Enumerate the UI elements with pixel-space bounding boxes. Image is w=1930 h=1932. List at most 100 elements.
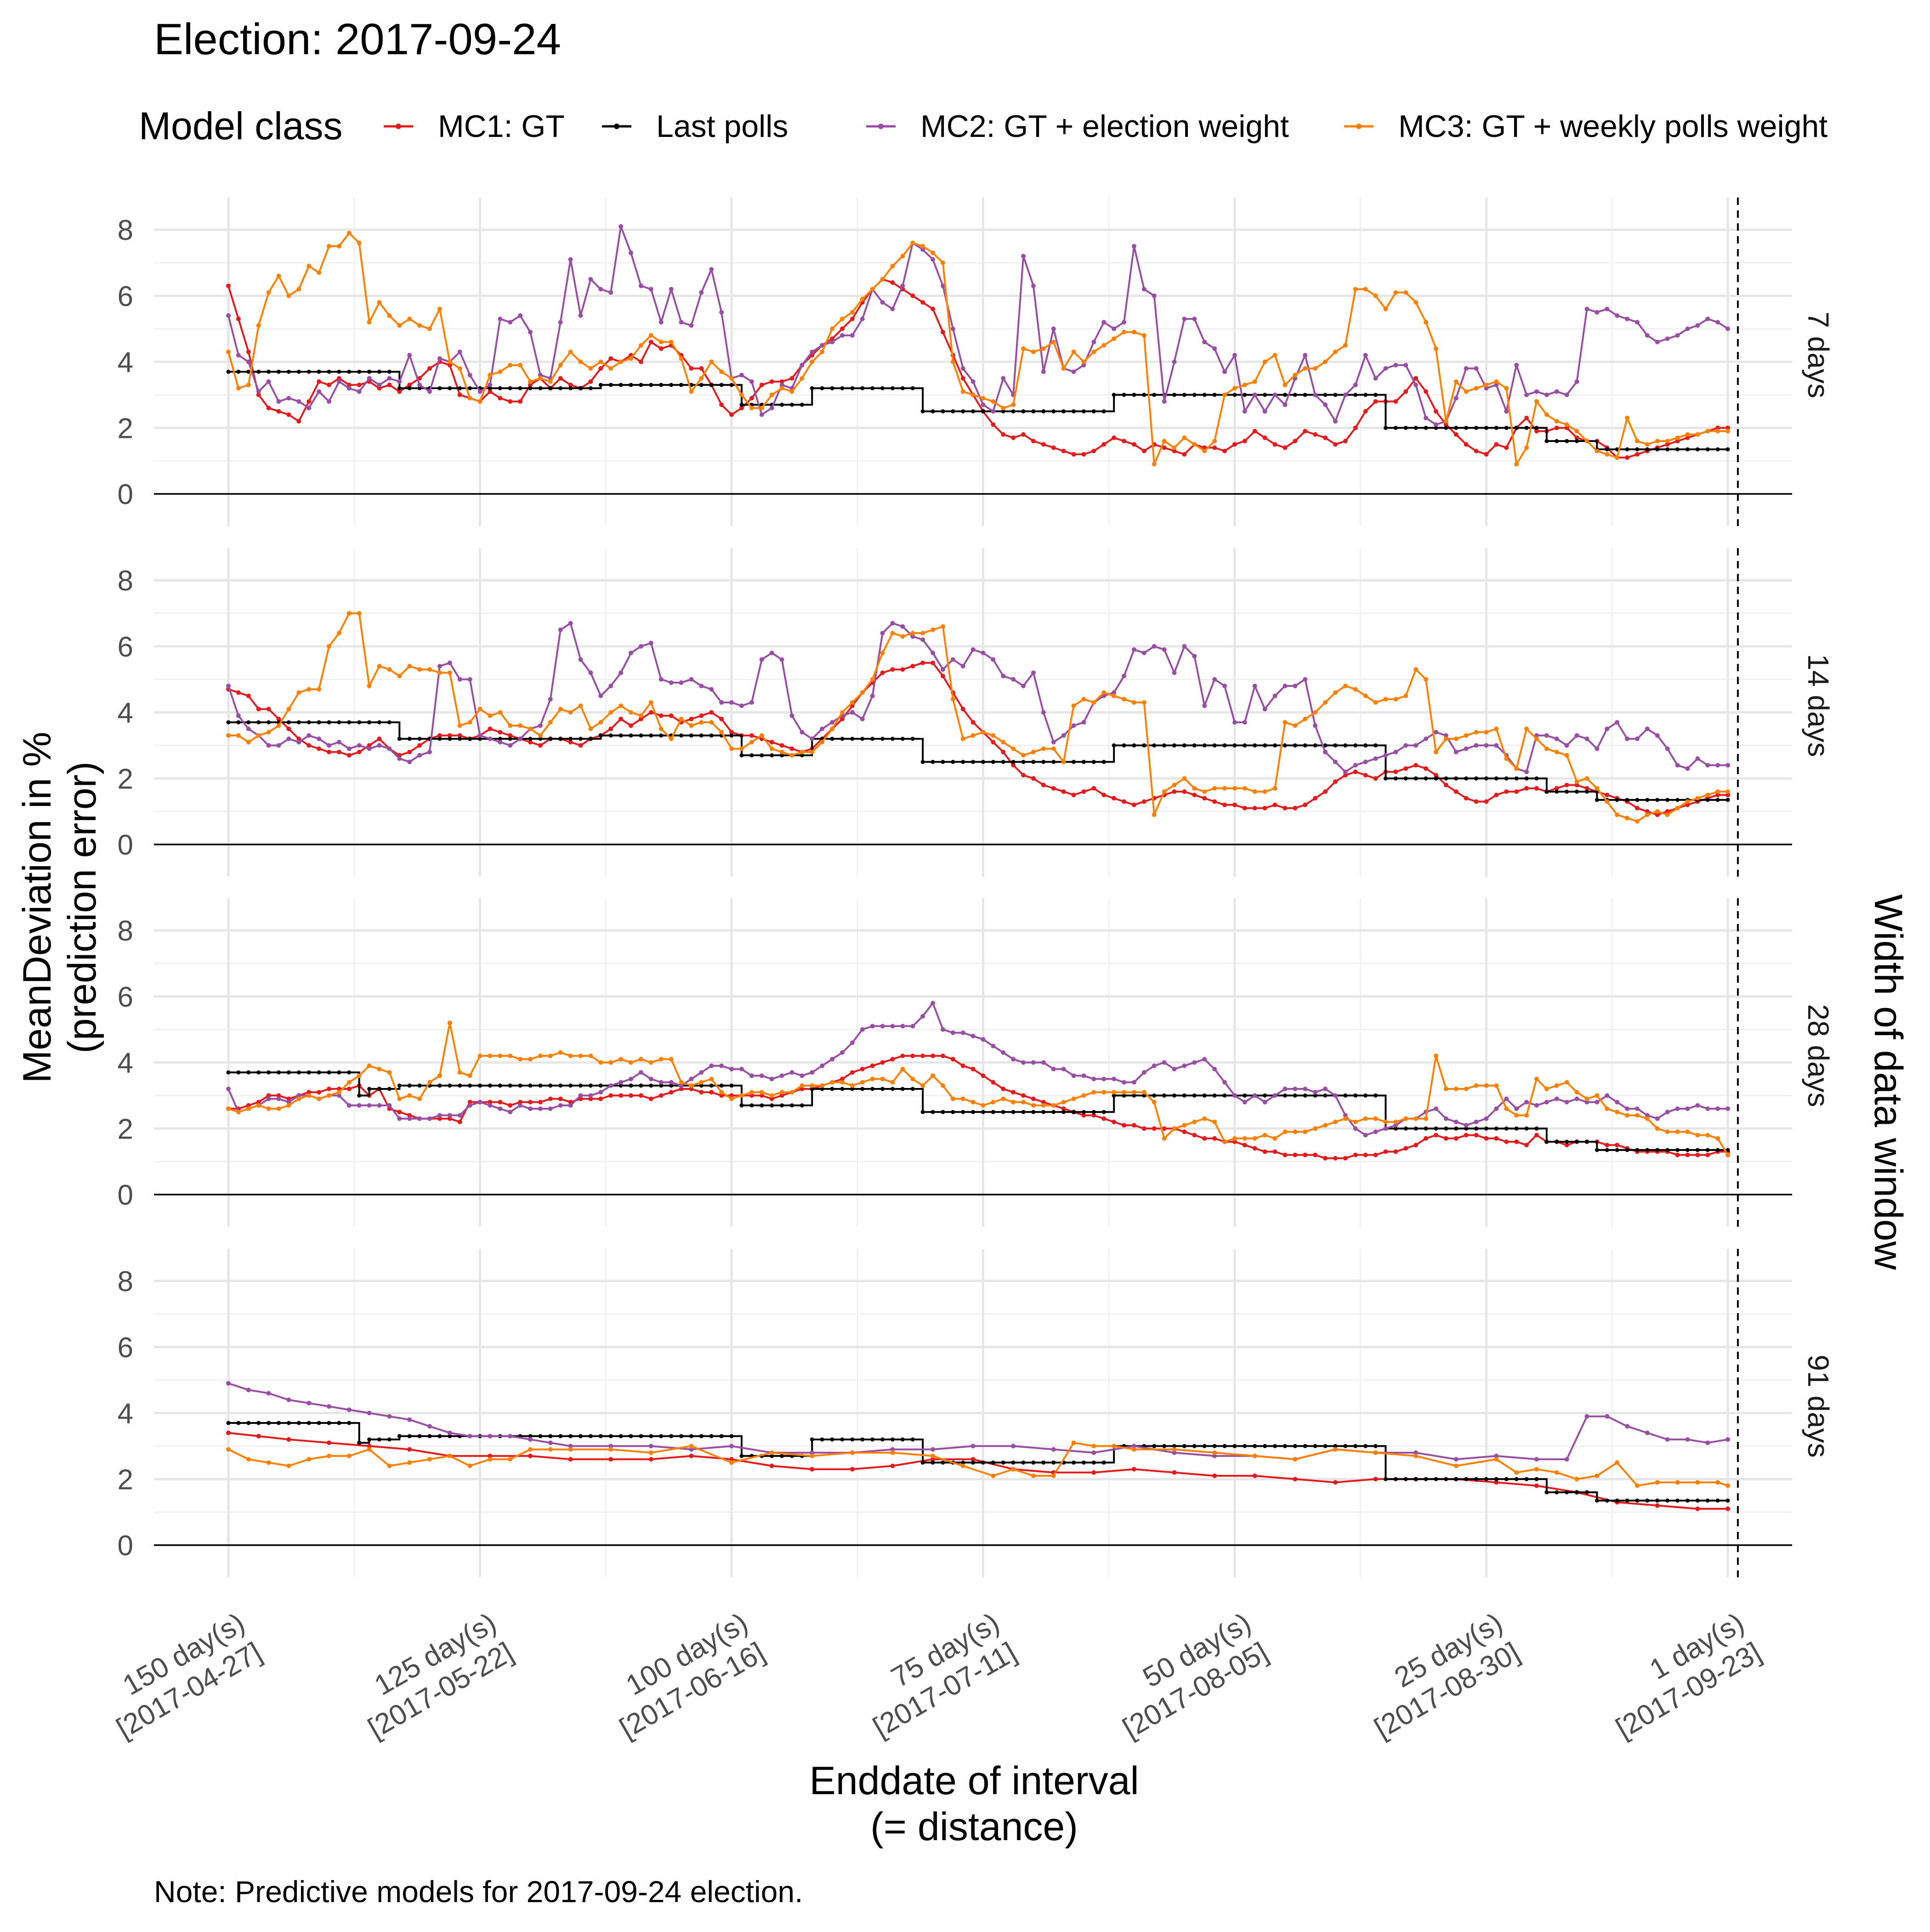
data-point: [367, 1447, 372, 1452]
data-point: [1141, 799, 1147, 804]
data-point: [346, 1080, 352, 1085]
data-point: [1283, 684, 1288, 688]
data-point: [1443, 733, 1448, 738]
data-point: [658, 726, 664, 731]
data-point: [850, 333, 855, 338]
data-point: [407, 386, 412, 391]
data-point: [448, 1083, 452, 1088]
data-point: [669, 383, 674, 387]
data-point: [1403, 1146, 1408, 1151]
data-point: [367, 1444, 372, 1449]
legend-key-point: [1356, 124, 1362, 129]
data-point: [327, 720, 331, 725]
data-point: [1635, 1113, 1640, 1118]
data-point: [568, 1447, 573, 1452]
data-point: [1001, 674, 1006, 679]
data-point: [407, 737, 412, 741]
data-point: [1504, 1139, 1509, 1144]
data-point: [950, 359, 955, 364]
data-point: [910, 663, 915, 669]
data-point: [890, 737, 895, 741]
data-point: [1494, 1126, 1499, 1131]
data-point: [1131, 647, 1136, 652]
data-point: [719, 1434, 724, 1439]
data-point: [417, 386, 422, 391]
data-point: [1454, 1126, 1459, 1131]
y-tick-label: 0: [118, 1179, 133, 1211]
data-point: [1595, 1148, 1599, 1152]
data-point: [1272, 442, 1277, 447]
data-point: [1242, 786, 1247, 791]
data-point: [890, 1463, 895, 1468]
data-point: [1453, 1087, 1459, 1091]
data-point: [1695, 1133, 1700, 1138]
data-point: [1333, 1447, 1338, 1452]
data-point: [1343, 773, 1348, 778]
data-point: [286, 737, 291, 741]
data-point: [1343, 743, 1348, 748]
data-point: [578, 1054, 583, 1059]
data-point: [991, 1099, 996, 1105]
data-point: [1504, 409, 1509, 414]
data-point: [1011, 759, 1016, 764]
data-point: [246, 1457, 251, 1462]
data-point: [267, 720, 271, 725]
data-point: [286, 1096, 291, 1101]
data-point: [508, 737, 512, 741]
data-point: [447, 660, 452, 665]
data-point: [1635, 1483, 1640, 1488]
data-point: [578, 313, 583, 318]
data-point: [1172, 359, 1177, 364]
data-point: [1283, 1152, 1288, 1157]
data-point: [1323, 1156, 1328, 1161]
data-point: [900, 1437, 905, 1442]
data-point: [1323, 743, 1328, 748]
data-point: [568, 710, 573, 715]
data-point: [1313, 723, 1318, 728]
data-point: [900, 254, 905, 259]
data-point: [518, 386, 522, 391]
series-mc2-gt-election-weight: [226, 621, 1730, 774]
data-point: [1172, 445, 1177, 450]
data-point: [1625, 816, 1629, 821]
data-point: [1363, 1116, 1368, 1121]
data-point: [1625, 798, 1629, 802]
data-point: [1101, 1090, 1107, 1095]
data-point: [478, 1083, 482, 1088]
data-point: [779, 1093, 784, 1098]
data-point: [1303, 743, 1307, 748]
data-point: [1393, 749, 1398, 754]
data-point: [1474, 1126, 1478, 1131]
data-point: [457, 1119, 462, 1124]
data-point: [789, 1103, 794, 1108]
data-point: [1071, 369, 1076, 374]
data-point: [277, 369, 281, 374]
data-point: [1222, 448, 1227, 453]
data-point: [1383, 1477, 1388, 1481]
data-point: [1232, 386, 1237, 391]
data-point: [1162, 399, 1167, 404]
data-point: [910, 240, 915, 245]
data-point: [619, 224, 624, 229]
data-point: [1162, 789, 1167, 794]
data-point: [508, 723, 513, 728]
data-point: [608, 733, 613, 738]
data-point: [1051, 445, 1056, 450]
data-point: [548, 697, 553, 702]
data-point: [427, 1457, 432, 1462]
data-point: [1353, 392, 1358, 397]
data-point: [940, 1027, 945, 1032]
data-point: [1101, 442, 1107, 447]
data-point: [1453, 396, 1459, 401]
data-point: [1534, 737, 1539, 741]
data-point: [1665, 442, 1670, 447]
data-point: [1262, 409, 1267, 414]
data-point: [830, 1437, 834, 1442]
data-point: [920, 409, 925, 414]
data-point: [498, 1054, 503, 1059]
data-point: [1101, 1076, 1107, 1082]
data-point: [850, 1437, 855, 1442]
data-point: [1001, 409, 1005, 414]
data-point: [629, 1093, 633, 1098]
